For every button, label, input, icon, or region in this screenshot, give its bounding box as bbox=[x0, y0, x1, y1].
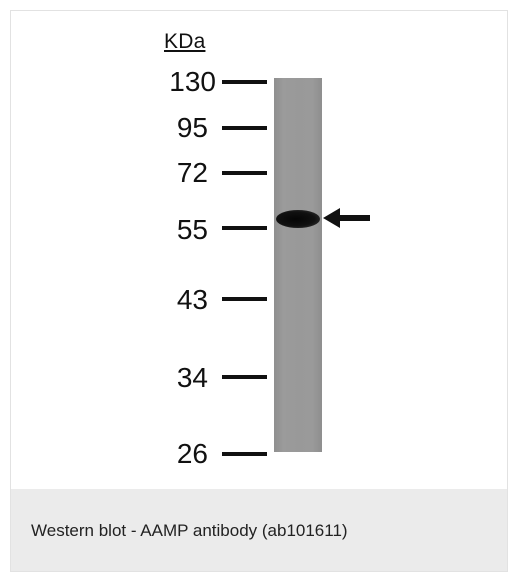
marker-label-43: 43 bbox=[176, 284, 208, 315]
marker-tick-72 bbox=[222, 171, 267, 175]
marker-tick-130 bbox=[222, 80, 267, 84]
caption-bar: Western blot - AAMP antibody (ab101611) bbox=[11, 489, 507, 571]
marker-label-55: 55 bbox=[176, 214, 208, 245]
figure-card: KDa 130 95 72 55 43 34 26 Western blot -… bbox=[10, 10, 508, 572]
marker-label-130: 130 bbox=[169, 66, 216, 97]
marker-tick-43 bbox=[222, 297, 267, 301]
marker-label-26: 26 bbox=[176, 438, 208, 469]
image-caption: Western blot - AAMP antibody (ab101611) bbox=[31, 521, 348, 540]
marker-tick-26 bbox=[222, 452, 267, 456]
blot-lane bbox=[274, 78, 322, 452]
western-blot-image[interactable]: KDa 130 95 72 55 43 34 26 bbox=[11, 11, 507, 489]
unit-label: KDa bbox=[164, 30, 206, 53]
marker-label-95: 95 bbox=[176, 112, 208, 143]
band-arrow-icon bbox=[323, 208, 370, 228]
marker-tick-95 bbox=[222, 126, 267, 130]
marker-label-34: 34 bbox=[176, 362, 208, 393]
marker-tick-34 bbox=[222, 375, 267, 379]
protein-band bbox=[276, 210, 320, 228]
marker-label-72: 72 bbox=[176, 157, 208, 188]
marker-tick-55 bbox=[222, 226, 267, 230]
